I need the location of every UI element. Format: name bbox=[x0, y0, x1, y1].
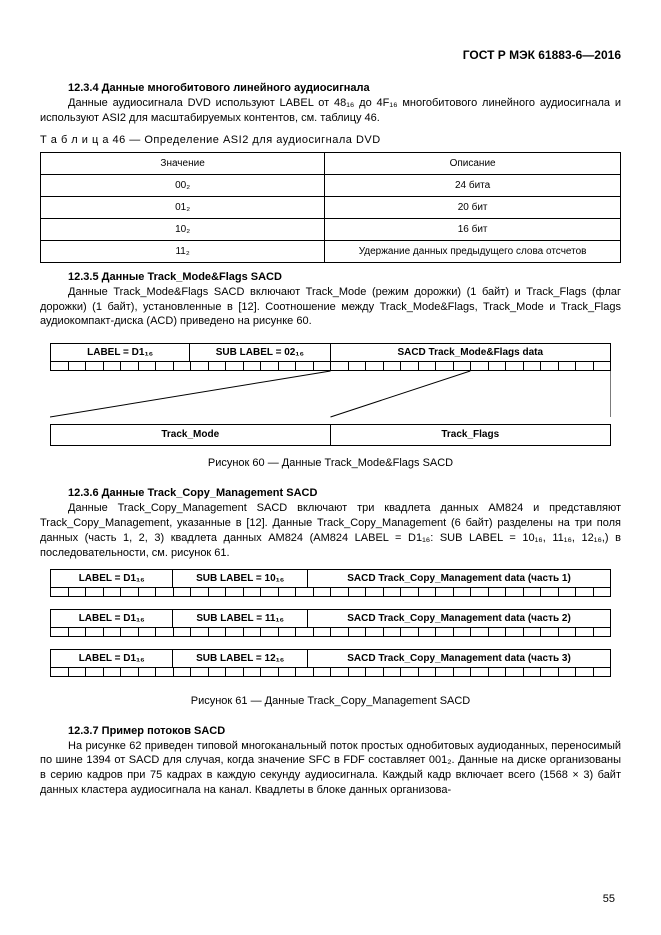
fig61-r1-s3: SACD Track_Copy_Management data (часть 1… bbox=[308, 569, 611, 587]
fig60-seg1: LABEL = D1₁₆ bbox=[50, 343, 190, 361]
figure-60-caption: Рисунок 60 — Данные Track_Mode&Flags SAC… bbox=[40, 457, 621, 469]
page-number: 55 bbox=[603, 893, 615, 905]
cell: 10₂ bbox=[41, 218, 325, 240]
section-12-3-4-head: 12.3.4 Данные многобитового линейного ау… bbox=[40, 82, 621, 94]
fig60-low2: Track_Flags bbox=[331, 425, 611, 445]
cell: 00₂ bbox=[41, 174, 325, 196]
fig60-guides bbox=[50, 371, 611, 419]
sec-num: 12.3.4 bbox=[68, 82, 99, 94]
sec-num: 12.3.6 bbox=[68, 487, 99, 499]
table-46: Значение Описание 00₂ 24 бита 01₂ 20 бит… bbox=[40, 152, 621, 263]
section-12-3-7-head: 12.3.7 Пример потоков SACD bbox=[40, 725, 621, 737]
sec-12-3-4-para: Данные аудиосигнала DVD используют LABEL… bbox=[40, 96, 621, 126]
table-row: 10₂ 16 бит bbox=[41, 218, 621, 240]
cell: 20 бит bbox=[325, 196, 621, 218]
table-46-head-c1: Значение bbox=[41, 152, 325, 174]
sec-title: Данные Track_Mode&Flags SACD bbox=[102, 271, 282, 283]
doc-header: ГОСТ Р МЭК 61883-6—2016 bbox=[40, 48, 621, 62]
cell: Удержание данных предыдущего слова отсче… bbox=[325, 240, 621, 262]
sec-12-3-5-para: Данные Track_Mode&Flags SACD включают Tr… bbox=[40, 285, 621, 330]
figure-61-caption: Рисунок 61 — Данные Track_Copy_Managemen… bbox=[40, 695, 621, 707]
cell: 11₂ bbox=[41, 240, 325, 262]
page: ГОСТ Р МЭК 61883-6—2016 12.3.4 Данные мн… bbox=[0, 0, 661, 935]
fig61-r3-s2: SUB LABEL = 12₁₆ bbox=[173, 649, 308, 667]
table-row: 11₂ Удержание данных предыдущего слова о… bbox=[41, 240, 621, 262]
sec-12-3-7-para: На рисунке 62 приведен типовой многокана… bbox=[40, 739, 621, 798]
sec-title: Данные Track_Copy_Management SACD bbox=[102, 487, 318, 499]
fig61-r1-s1: LABEL = D1₁₆ bbox=[50, 569, 173, 587]
fig61-r3-s3: SACD Track_Copy_Management data (часть 3… bbox=[308, 649, 611, 667]
fig60-seg2: SUB LABEL = 02₁₆ bbox=[190, 343, 330, 361]
fig61-r3-s1: LABEL = D1₁₆ bbox=[50, 649, 173, 667]
section-12-3-5-head: 12.3.5 Данные Track_Mode&Flags SACD bbox=[40, 271, 621, 283]
fig61-r2-s1: LABEL = D1₁₆ bbox=[50, 609, 173, 627]
fig61-r2-s2: SUB LABEL = 11₁₆ bbox=[173, 609, 308, 627]
fig60-low1: Track_Mode bbox=[51, 425, 331, 445]
sec-num: 12.3.5 bbox=[68, 271, 99, 283]
fig61-r1-s2: SUB LABEL = 10₁₆ bbox=[173, 569, 308, 587]
figure-61: LABEL = D1₁₆ SUB LABEL = 10₁₆ SACD Track… bbox=[40, 569, 621, 677]
sec-num: 12.3.7 bbox=[68, 725, 99, 737]
sec-title: Пример потоков SACD bbox=[102, 725, 226, 737]
table-row: 00₂ 24 бита bbox=[41, 174, 621, 196]
table-row: 01₂ 20 бит bbox=[41, 196, 621, 218]
sec-title: Данные многобитового линейного аудиосигн… bbox=[102, 82, 370, 94]
fig60-seg3: SACD Track_Mode&Flags data bbox=[331, 343, 612, 361]
section-12-3-6-head: 12.3.6 Данные Track_Copy_Management SACD bbox=[40, 487, 621, 499]
figure-60: LABEL = D1₁₆ SUB LABEL = 02₁₆ SACD Track… bbox=[40, 343, 621, 439]
sec-12-3-6-para: Данные Track_Copy_Management SACD включа… bbox=[40, 501, 621, 560]
table-46-head-c2: Описание bbox=[325, 152, 621, 174]
cell: 24 бита bbox=[325, 174, 621, 196]
cell: 01₂ bbox=[41, 196, 325, 218]
fig61-r2-s3: SACD Track_Copy_Management data (часть 2… bbox=[308, 609, 611, 627]
cell: 16 бит bbox=[325, 218, 621, 240]
table-46-caption: Т а б л и ц а 46 — Определение ASI2 для … bbox=[40, 134, 621, 146]
